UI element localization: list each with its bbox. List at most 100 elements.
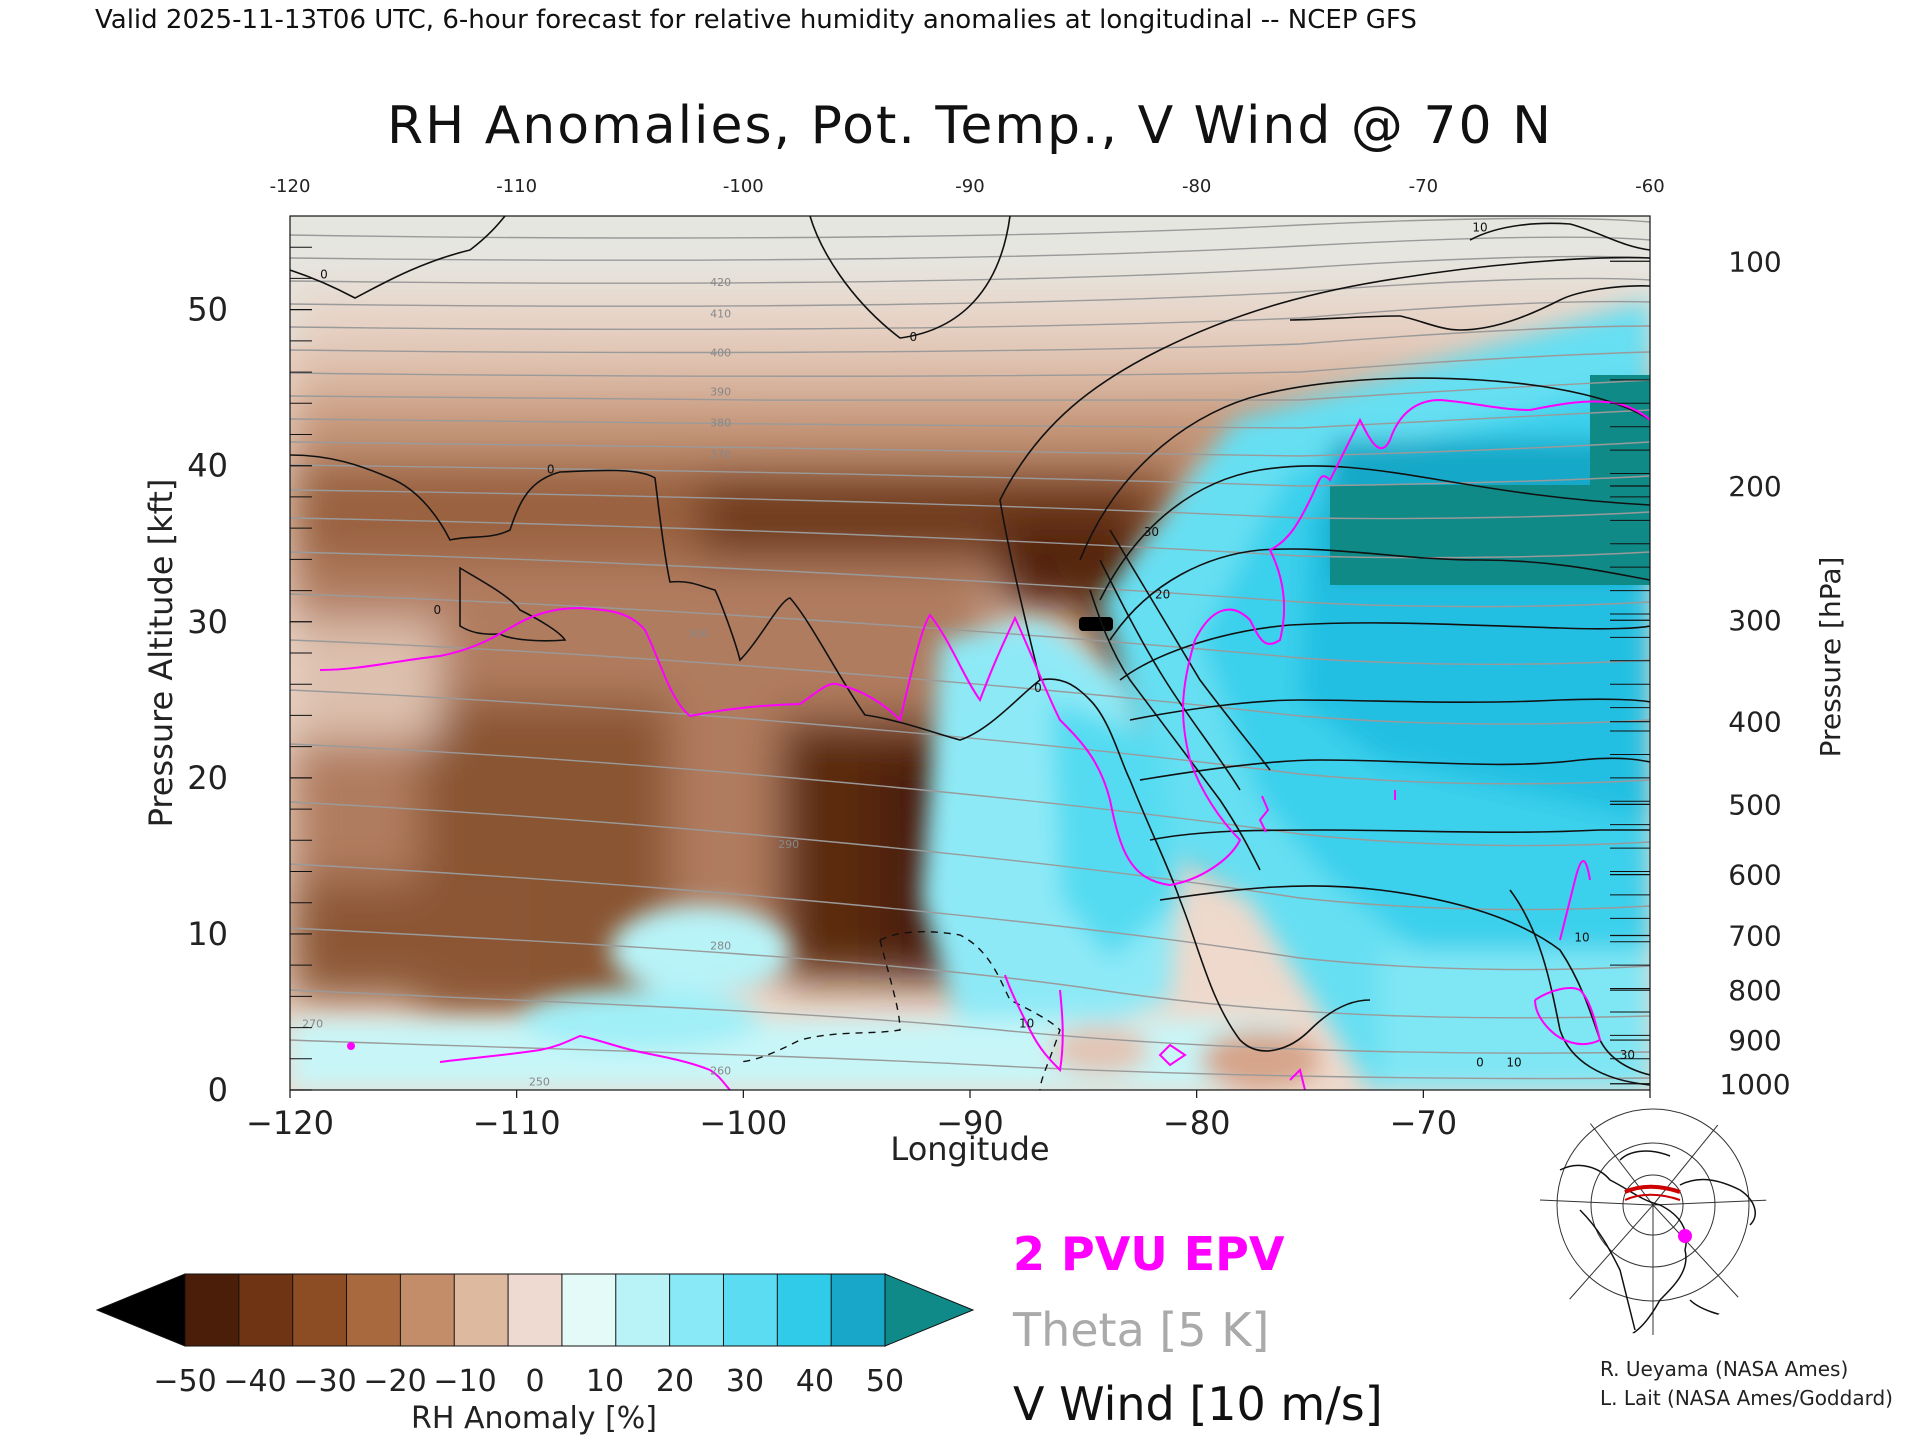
colorbar-high-arrow — [884, 1273, 975, 1347]
colorbar-tick-label: 20 — [656, 1364, 694, 1399]
theta-contour-labels: 420 410 400 390 380 370 300 290 280 270 260 250 — [302, 276, 799, 1088]
vwind-contour-label: 0 — [547, 463, 555, 477]
vwind-contour-label: 10 — [1574, 931, 1589, 945]
vwind-contour-label: 10 — [1019, 1017, 1034, 1031]
y-tick-label: 50 — [187, 291, 228, 329]
legend-epv: 2 PVU EPV — [1013, 1227, 1285, 1281]
vwind-contour-label: 30 — [1620, 1048, 1635, 1062]
vwind-contour-label: 0 — [320, 267, 328, 281]
pressure-axis-label: Pressure [hPa] — [1814, 557, 1847, 758]
colorbar-swatch — [399, 1273, 456, 1347]
colorbar-swatch — [776, 1273, 833, 1347]
x-tick-label: −90 — [936, 1104, 1004, 1142]
top-x-tick-label: -120 — [270, 176, 311, 197]
top-x-tick-label: -100 — [723, 176, 764, 197]
map-location-marker — [1678, 1229, 1692, 1243]
y-tick-label: 20 — [187, 759, 228, 797]
x-tick-label: −100 — [699, 1104, 787, 1142]
vwind-contour-label: 0 — [434, 603, 442, 617]
x-tick-label: −70 — [1390, 1104, 1458, 1142]
top-x-axis-ticks: -120 -110 -100 -90 -80 -70 -60 — [270, 176, 1665, 197]
y-tick-label: 0 — [208, 1071, 228, 1109]
colorbar-tick-label: −10 — [433, 1364, 496, 1399]
epv-2pvu-contours — [319, 398, 1650, 1090]
pressure-tick-label: 800 — [1728, 974, 1781, 1007]
x-tick-label: −110 — [473, 1104, 561, 1142]
credit-line-1: R. Ueyama (NASA Ames) — [1600, 1357, 1848, 1381]
pressure-tick-label: 300 — [1728, 604, 1781, 637]
colorbar-swatch — [507, 1273, 563, 1347]
y-tick-label: 10 — [187, 915, 228, 953]
colorbar-swatch — [238, 1273, 294, 1347]
colorbar-swatch — [561, 1273, 617, 1347]
colorbar-swatch — [830, 1273, 887, 1347]
colorbar-swatch — [615, 1273, 671, 1347]
pressure-tick-label: 900 — [1728, 1024, 1781, 1057]
top-x-tick-label: -70 — [1409, 176, 1438, 197]
colorbar-swatch — [722, 1273, 779, 1347]
y-axis-label: Pressure Altitude [kft] — [142, 479, 180, 828]
x-tick-label: −120 — [246, 1104, 334, 1142]
colorbar-low-arrow — [95, 1273, 186, 1347]
theta-contour-label: 250 — [529, 1075, 550, 1088]
theta-contour-label: 410 — [710, 307, 731, 320]
top-x-tick-label: -80 — [1182, 176, 1211, 197]
pressure-tick-label: 700 — [1728, 919, 1781, 952]
theta-contour-label: 420 — [710, 276, 731, 289]
colorbar-swatch — [453, 1273, 510, 1347]
pressure-tick-label: 600 — [1728, 859, 1781, 892]
pressure-tick-label: 200 — [1728, 470, 1781, 503]
pressure-axis-ticks: 100 200 300 400 500 600 700 800 900 1000 — [1610, 245, 1791, 1101]
theta-contour-label: 260 — [710, 1064, 731, 1077]
vwind-contour-label: 0 — [1476, 1056, 1484, 1070]
credit-line-2: L. Lait (NASA Ames/Goddard) — [1600, 1386, 1893, 1410]
vwind-negative-contours — [739, 931, 1061, 1090]
theta-contour-label: 270 — [302, 1018, 323, 1031]
pressure-tick-label: 100 — [1728, 245, 1781, 278]
top-x-tick-label: -110 — [496, 176, 537, 197]
top-caption: Valid 2025-11-13T06 UTC, 6-hour forecast… — [95, 5, 1417, 35]
vwind-contour-label: 10 — [1506, 1056, 1521, 1070]
colorbar-tick-label: 10 — [586, 1364, 624, 1399]
legend-vwind: V Wind [10 m/s] — [1013, 1377, 1383, 1431]
theta-contour-label: 400 — [710, 346, 731, 359]
vwind-contour-label: 0 — [1034, 681, 1042, 695]
location-map-inset — [1538, 1105, 1768, 1335]
pressure-tick-label: 400 — [1728, 706, 1781, 739]
y-axis-ticks: 0 10 20 30 40 50 — [187, 291, 312, 1109]
colorbar-swatch — [669, 1273, 725, 1347]
colorbar-tick-label: −20 — [363, 1364, 426, 1399]
colorbar: −50 −40 −30 −20 −10 0 10 20 30 40 50 — [95, 1273, 975, 1399]
top-x-tick-label: -60 — [1635, 176, 1664, 197]
vwind-contours — [290, 216, 1650, 1086]
y-tick-label: 30 — [187, 603, 228, 641]
vwind-contour-label: 0 — [910, 330, 918, 344]
x-axis-label: Longitude — [890, 1130, 1049, 1168]
colorbar-tick-label: −40 — [223, 1364, 286, 1399]
colorbar-swatch — [184, 1273, 240, 1347]
top-x-tick-label: -90 — [955, 176, 984, 197]
vwind-contour-label: 20 — [1155, 587, 1170, 601]
theta-contour-label: 290 — [778, 838, 799, 851]
theta-contour-label: 370 — [710, 448, 731, 461]
theta-contour-label: 300 — [688, 627, 709, 640]
rh-anomaly-field — [290, 216, 1650, 1090]
colorbar-tick-label: −30 — [293, 1364, 356, 1399]
chart-title: RH Anomalies, Pot. Temp., V Wind @ 70 N — [387, 96, 1553, 156]
legend-theta: Theta [5 K] — [1012, 1303, 1269, 1357]
theta-contours — [290, 217, 1650, 1080]
vwind-contour-label: 10 — [1472, 221, 1487, 235]
pressure-tick-label: 500 — [1728, 788, 1781, 821]
colorbar-label: RH Anomaly [%] — [411, 1401, 657, 1436]
colorbar-tick-label: 0 — [525, 1364, 544, 1399]
colorbar-tick-label: −50 — [153, 1364, 216, 1399]
theta-contour-label: 390 — [710, 385, 731, 398]
vwind-contour-labels: 0 0 0 0 0 10 30 20 10 10 10 300 — [320, 221, 1635, 1070]
minor-ticks — [290, 246, 1650, 1060]
theta-contour-label: 280 — [710, 940, 731, 953]
x-tick-label: −80 — [1163, 1104, 1231, 1142]
colorbar-swatch — [292, 1273, 348, 1347]
theta-contour-label: 380 — [710, 417, 731, 430]
y-tick-label: 40 — [187, 447, 228, 485]
